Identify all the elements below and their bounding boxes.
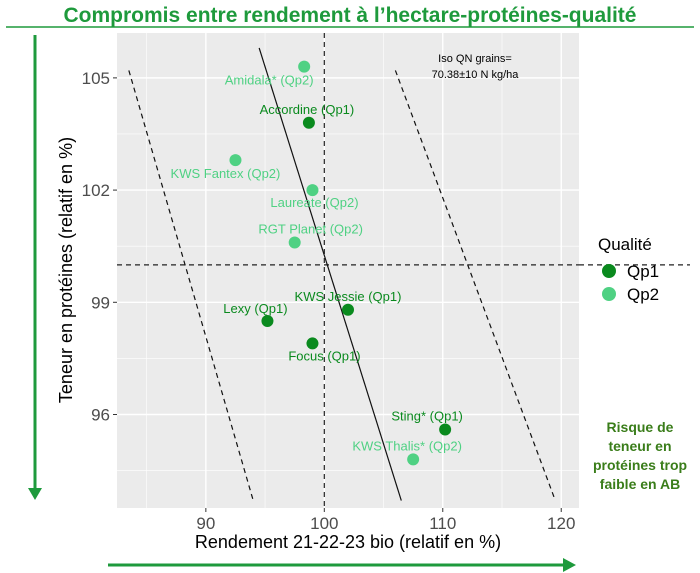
data-point — [306, 184, 319, 197]
y-tick-label: 96 — [91, 405, 110, 424]
data-point — [302, 116, 315, 129]
iso-upper-bound-line — [394, 70, 556, 501]
point-label: KWS Fantex (Qp2) — [171, 166, 281, 181]
data-point — [261, 314, 274, 327]
x-ticks: 90 100 110 120 — [196, 508, 575, 533]
legend-label-qp2: Qp2 — [627, 285, 659, 304]
data-point — [288, 236, 301, 249]
y-tick-label: 102 — [82, 181, 110, 200]
point-label: Laureate (Qp2) — [270, 195, 358, 210]
y-arrow-head — [28, 488, 42, 500]
data-point — [439, 423, 452, 436]
x-tick-label: 100 — [310, 514, 338, 533]
legend-marker-qp1 — [602, 264, 616, 278]
x-tick-label: 110 — [429, 514, 456, 533]
points — [229, 60, 452, 466]
legend-label-qp1: Qp1 — [627, 262, 659, 281]
point-labels: Amidala* (Qp2) Accordine (Qp1) KWS Fantex … — [171, 73, 463, 454]
point-label: Focus (Qp1) — [288, 348, 360, 363]
x-tick-label: 120 — [547, 514, 575, 533]
point-label: RGT Planet (Qp2) — [258, 221, 363, 236]
side-note: Risque de teneur en protéines trop faible e… — [593, 419, 687, 492]
data-point — [407, 453, 420, 466]
data-point — [306, 337, 319, 350]
y-axis-label: Teneur en protéines (relatif en %) — [56, 137, 76, 403]
legend-title: Qualité — [598, 235, 652, 254]
data-point — [298, 60, 311, 73]
iso-line — [258, 47, 402, 501]
x-tick-label: 90 — [196, 514, 215, 533]
data-point — [229, 154, 242, 167]
iso-annotation: Iso QN grains= 70.38±10 N kg/ha — [432, 53, 520, 81]
point-label: Lexy (Qp1) — [223, 301, 287, 316]
point-label: KWS Jessie (Qp1) — [295, 289, 402, 304]
y-tick-label: 99 — [91, 293, 110, 312]
legend: Qualité Qp1 Qp2 — [598, 235, 659, 304]
legend-marker-qp2 — [602, 287, 616, 301]
point-label: Amidala* (Qp2) — [225, 73, 314, 88]
point-label: Sting* (Qp1) — [391, 408, 463, 423]
iso-lower-bound-line — [128, 70, 254, 501]
x-arrow-head — [563, 558, 576, 572]
point-label: KWS Thalis* (Qp2) — [352, 438, 462, 453]
reference-lines — [117, 33, 690, 508]
point-label: Accordine (Qp1) — [260, 102, 355, 117]
y-tick-label: 105 — [82, 69, 110, 88]
chart-title: Compromis entre rendement à l’hectare-pr… — [64, 4, 637, 27]
data-point — [342, 303, 354, 316]
y-ticks: 96 99 102 105 — [82, 69, 117, 424]
x-axis-label: Rendement 21-22-23 bio (relatif en %) — [195, 532, 501, 552]
